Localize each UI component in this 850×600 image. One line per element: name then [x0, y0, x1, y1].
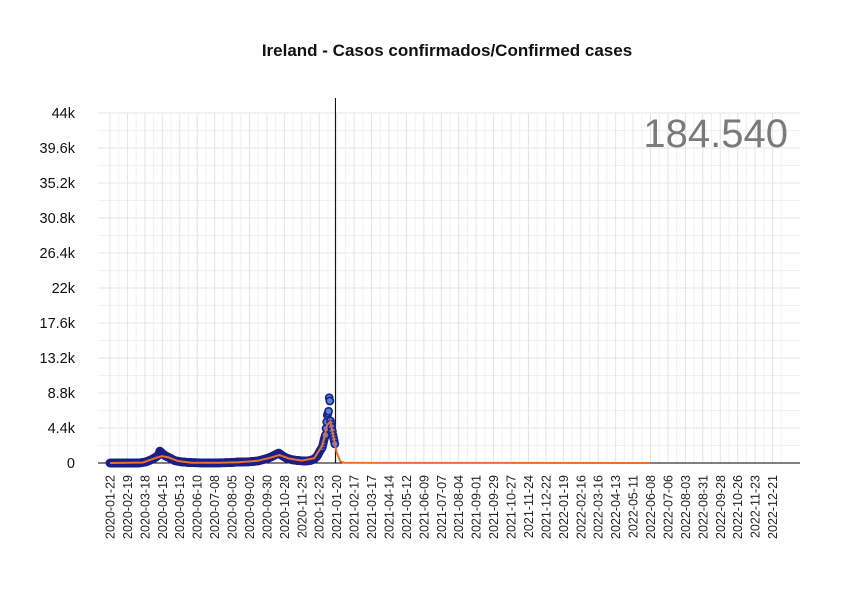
x-tick-label: 2022-07-06 [661, 475, 675, 539]
x-tick-label: 2022-03-16 [592, 475, 606, 539]
trend-line [109, 419, 651, 464]
x-tick-label: 2021-09-29 [487, 475, 501, 539]
grid [98, 112, 800, 463]
y-tick-label: 39.6k [40, 141, 76, 157]
x-tick-label: 2020-05-13 [173, 475, 187, 539]
x-tick-label: 2022-08-03 [679, 475, 693, 539]
total-cases-label: 184.540 [643, 112, 788, 156]
x-tick-label: 2022-05-11 [627, 475, 641, 538]
x-tick-label: 2021-03-17 [365, 475, 379, 539]
x-tick-label: 2020-06-10 [191, 475, 205, 539]
x-tick-label: 2020-09-02 [243, 475, 257, 539]
trend-line-layer [109, 419, 651, 464]
x-tick-label: 2021-12-22 [539, 475, 553, 539]
x-tick-label: 2021-07-07 [435, 475, 449, 539]
daily-points [105, 393, 340, 468]
x-tick-label: 2021-10-27 [505, 475, 519, 539]
y-tick-label: 13.2k [40, 351, 76, 367]
y-tick-label: 26.4k [40, 246, 76, 262]
y-tick-labels: 0 4.4k 8.8k 13.2k 17.6k 22k 26.4k 30.8k 35.2k 39.… [40, 106, 76, 472]
x-tick-label: 2022-06-08 [644, 475, 658, 539]
chart-title: Ireland - Casos confirmados/Confirmed ca… [262, 41, 632, 60]
x-tick-label: 2022-04-13 [609, 475, 623, 539]
x-tick-label: 2022-02-16 [574, 475, 588, 539]
y-tick-label: 35.2k [40, 176, 76, 192]
x-tick-label: 2020-09-30 [260, 475, 274, 539]
x-tick-label: 2021-01-20 [330, 475, 344, 539]
data-point [324, 406, 333, 416]
x-tick-label: 2022-09-28 [714, 475, 728, 539]
x-tick-label: 2021-02-17 [348, 475, 362, 539]
y-tick-label: 8.8k [48, 386, 76, 402]
x-tick-label: 2022-10-26 [731, 475, 745, 539]
x-tick-label: 2022-01-19 [557, 475, 571, 539]
x-tick-label: 2020-11-25 [295, 475, 309, 538]
x-tick-label: 2021-11-24 [522, 475, 536, 538]
x-tick-label: 2020-02-19 [121, 475, 135, 539]
x-tick-label: 2020-08-05 [226, 475, 240, 539]
y-tick-label: 30.8k [40, 211, 76, 227]
x-tick-label: 2022-12-21 [766, 475, 780, 539]
x-tick-label: 2020-07-08 [208, 475, 222, 539]
y-tick-label: 22k [52, 281, 76, 297]
y-tick-label: 44k [52, 106, 76, 122]
x-tick-label: 2020-10-28 [278, 475, 292, 539]
x-tick-label: 2020-03-18 [138, 475, 152, 539]
x-tick-label: 2021-08-04 [452, 475, 466, 539]
x-tick-label: 2021-06-09 [417, 475, 431, 539]
y-tick-label: 0 [67, 456, 75, 472]
y-tick-label: 17.6k [40, 316, 76, 332]
x-tick-label: 2021-09-01 [470, 475, 484, 539]
x-tick-labels: 2020-01-22 2020-02-19 2020-03-18 2020-04-15… [104, 475, 781, 539]
x-tick-label: 2020-04-15 [156, 475, 170, 539]
x-tick-label: 2020-01-22 [104, 475, 118, 539]
x-tick-label: 2020-12-23 [313, 475, 327, 539]
x-tick-label: 2021-05-12 [400, 475, 414, 539]
y-tick-label: 4.4k [48, 421, 76, 437]
data-point [325, 396, 335, 406]
x-tick-label: 2022-08-31 [696, 475, 710, 539]
x-tick-label: 2021-04-14 [382, 475, 396, 539]
x-tick-label: 2022-11-23 [749, 475, 763, 538]
